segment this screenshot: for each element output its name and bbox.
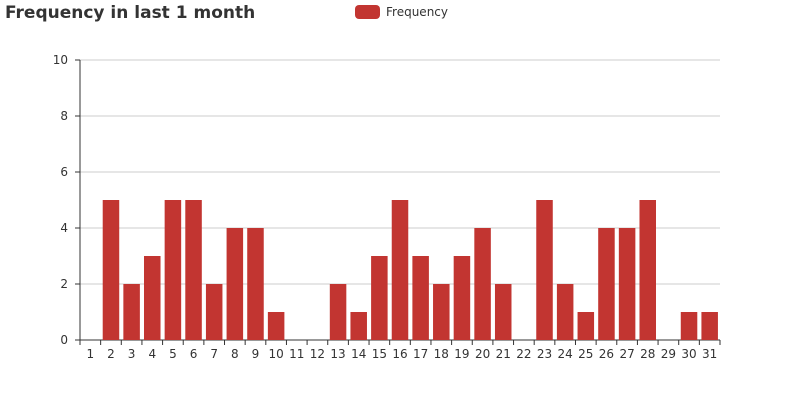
bar[interactable]: [433, 284, 450, 340]
bar[interactable]: [164, 200, 182, 340]
x-tick-label: 13: [330, 347, 345, 361]
x-tick-label: 14: [351, 347, 366, 361]
x-tick-label: 21: [496, 347, 511, 361]
x-tick-label: 30: [681, 347, 696, 361]
x-tick-label: 29: [661, 347, 676, 361]
y-tick-label: 10: [53, 53, 68, 67]
x-tick-label: 20: [475, 347, 490, 361]
bar[interactable]: [701, 312, 718, 340]
y-tick-label: 0: [60, 333, 68, 347]
legend[interactable]: Frequency: [355, 5, 448, 19]
bar[interactable]: [494, 284, 512, 340]
x-tick-label: 10: [268, 347, 283, 361]
x-tick-label: 17: [413, 347, 428, 361]
y-tick-label: 4: [60, 221, 68, 235]
bar[interactable]: [556, 284, 574, 340]
x-tick-label: 19: [454, 347, 469, 361]
x-tick-label: 8: [231, 347, 239, 361]
x-tick-label: 1: [87, 347, 95, 361]
chart-title: Frequency in last 1 month: [5, 3, 256, 23]
bar[interactable]: [536, 200, 553, 340]
bar[interactable]: [226, 228, 244, 340]
bar[interactable]: [247, 228, 264, 340]
bar[interactable]: [102, 200, 120, 340]
x-tick-label: 24: [558, 347, 573, 361]
y-tick-label: 6: [60, 165, 68, 179]
bar[interactable]: [205, 284, 223, 340]
x-tick-label: 4: [148, 347, 156, 361]
bar[interactable]: [412, 256, 429, 340]
x-tick-label: 5: [169, 347, 177, 361]
bar[interactable]: [329, 284, 347, 340]
legend-swatch: [355, 5, 380, 19]
bar[interactable]: [680, 312, 698, 340]
y-tick-label: 2: [60, 277, 68, 291]
x-tick-label: 31: [702, 347, 717, 361]
x-tick-label: 23: [537, 347, 552, 361]
x-tick-label: 27: [619, 347, 634, 361]
x-tick-label: 28: [640, 347, 655, 361]
bar[interactable]: [598, 228, 615, 340]
bar[interactable]: [185, 200, 202, 340]
bar[interactable]: [618, 228, 636, 340]
bar[interactable]: [267, 312, 285, 340]
legend-label: Frequency: [386, 5, 448, 19]
x-tick-label: 15: [372, 347, 387, 361]
x-tick-label: 9: [252, 347, 260, 361]
bar[interactable]: [474, 228, 491, 340]
x-tick-label: 22: [516, 347, 531, 361]
x-tick-label: 11: [289, 347, 304, 361]
bar[interactable]: [371, 256, 388, 340]
bar[interactable]: [639, 200, 656, 340]
bar[interactable]: [144, 256, 161, 340]
bar[interactable]: [350, 312, 367, 340]
x-tick-label: 26: [599, 347, 614, 361]
bar[interactable]: [123, 284, 140, 340]
x-tick-label: 7: [210, 347, 218, 361]
x-tick-label: 12: [310, 347, 325, 361]
x-tick-label: 2: [107, 347, 115, 361]
bar[interactable]: [453, 256, 471, 340]
x-tick-label: 25: [578, 347, 593, 361]
x-tick-label: 6: [190, 347, 198, 361]
x-tick-label: 18: [434, 347, 449, 361]
x-tick-label: 3: [128, 347, 136, 361]
bar[interactable]: [391, 200, 409, 340]
bar[interactable]: [577, 312, 595, 340]
x-tick-label: 16: [392, 347, 407, 361]
y-tick-label: 8: [60, 109, 68, 123]
